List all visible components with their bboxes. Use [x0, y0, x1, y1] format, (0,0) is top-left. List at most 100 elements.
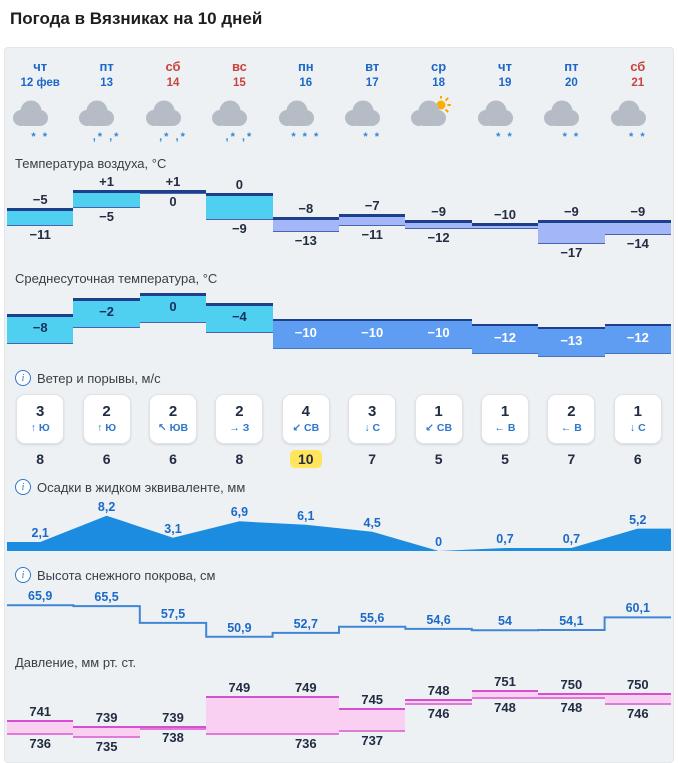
- precip-value-label: 2,1: [31, 525, 49, 540]
- pressure-min-label: [206, 737, 272, 751]
- precip-section: i Осадки в жидком эквиваленте, мм: [7, 469, 671, 499]
- weather-cell: * * *: [273, 92, 339, 146]
- precip-marks: * *: [496, 131, 514, 143]
- wind-column: 1 ← В 5: [472, 394, 538, 467]
- day-column-header[interactable]: чт 12 фев: [7, 54, 73, 92]
- wind-info-icon[interactable]: i: [15, 370, 31, 386]
- day-of-week: сб: [630, 59, 646, 74]
- precip-marks: ,* ,*: [92, 131, 121, 143]
- snow-value-label: 57,5: [160, 606, 186, 621]
- day-date: 20: [564, 77, 578, 89]
- snow-info-icon[interactable]: i: [15, 567, 31, 583]
- air-temp-min-label: −9: [231, 221, 247, 236]
- wind-direction: ← В: [560, 422, 582, 434]
- avg-temp-label: −10: [361, 325, 384, 340]
- avg-temp-bar: [405, 319, 472, 349]
- precip-value-label: 3,1: [164, 521, 182, 536]
- day-of-week: чт: [498, 59, 512, 74]
- wind-card: 1 ↓ С: [613, 394, 662, 444]
- wind-card: 2 ↖ ЮВ: [148, 394, 197, 444]
- pressure-max-label: 749: [228, 680, 251, 695]
- wind-section: i Ветер и порывы, м/с: [7, 360, 671, 390]
- air-temp-bar: [339, 214, 406, 226]
- precip-marks: ,* ,*: [225, 131, 254, 143]
- air-temp-bar: [139, 190, 207, 194]
- precip-value-label: 0,7: [562, 531, 581, 546]
- pressure-bar: [139, 726, 207, 730]
- sun-cloud-snow-icon: [405, 96, 471, 132]
- pressure-max-label: 745: [361, 692, 384, 707]
- wind-column: 1 ↙ СВ 5: [405, 394, 471, 467]
- pressure-max-label: 739: [95, 710, 118, 725]
- weather-cell: * *: [472, 92, 538, 146]
- precip-marks: * *: [31, 131, 49, 143]
- precip-area: [7, 515, 671, 551]
- pressure-min-label: 737: [361, 733, 384, 748]
- pressure-bar: [405, 699, 472, 705]
- avg-temp-chart: −8 −2 0 −4 −10 −10 −10 −12 −13 −12: [7, 290, 671, 360]
- day-column-header[interactable]: вс 15: [206, 54, 272, 92]
- wind-direction: ↓ С: [629, 422, 646, 434]
- day-date: 13: [100, 77, 113, 89]
- weather-cell: * *: [339, 92, 405, 146]
- day-column-header[interactable]: пн 16: [273, 54, 339, 92]
- day-column-header[interactable]: сб 21: [605, 54, 671, 92]
- avg-temp-bar: [538, 326, 605, 357]
- weather-cell: ,* ,*: [73, 92, 139, 146]
- wind-gust: 10: [290, 450, 322, 468]
- snow-value-label: 54: [498, 614, 512, 629]
- day-date: 12 фев: [20, 77, 60, 89]
- wind-gust: 6: [169, 451, 177, 467]
- precip-value-label: 6,1: [297, 508, 315, 523]
- air-temp-section: Температура воздуха, °C: [7, 146, 671, 175]
- avg-temp-label: −2: [99, 304, 114, 320]
- wind-gust: 7: [368, 451, 377, 467]
- precip-marks: [405, 132, 471, 146]
- day-column-header[interactable]: пт 20: [538, 54, 604, 92]
- pressure-min-label: 738: [162, 730, 184, 745]
- air-temp-bar: [272, 217, 339, 232]
- air-temp-min-label: −5: [99, 209, 114, 224]
- air-temp-max-label: −9: [563, 204, 579, 219]
- wind-card: 2 ← В: [547, 394, 596, 444]
- snow-value-label: 60,1: [625, 601, 650, 616]
- snow-step-line: [7, 604, 671, 638]
- wind-card: 3 ↑ Ю: [16, 394, 65, 444]
- avg-temp-bar: [139, 293, 207, 323]
- day-column-header[interactable]: вт 17: [339, 54, 405, 92]
- pressure-max-label: 748: [427, 683, 450, 698]
- air-temp-max-label: −5: [32, 192, 48, 207]
- precip-info-icon[interactable]: i: [15, 479, 31, 495]
- snow-value-label: 54,1: [559, 613, 584, 628]
- cloud-sleet-icon: [73, 96, 139, 132]
- pressure-min-label: 735: [95, 739, 118, 754]
- day-column-header[interactable]: чт 19: [472, 54, 538, 92]
- avg-temp-bar: [73, 298, 140, 329]
- pressure-label: Давление, мм рт. ст.: [15, 655, 137, 670]
- pressure-bar: [471, 690, 539, 699]
- day-date: 21: [631, 77, 645, 89]
- cloud-snow-icon: [273, 96, 339, 132]
- day-column-header[interactable]: сб 14: [140, 54, 206, 92]
- pressure-max-label: 739: [162, 710, 184, 725]
- day-date: 17: [365, 77, 379, 89]
- day-column-header[interactable]: пт 13: [73, 54, 139, 92]
- air-temp-min-label: [472, 231, 538, 245]
- day-column-header[interactable]: ср 18: [405, 54, 471, 92]
- day-of-week: пт: [564, 59, 579, 74]
- avg-temp-section: Среднесуточная температура, °C: [7, 261, 671, 290]
- cloud-snow-icon: [538, 96, 604, 132]
- weather-cell: ,* ,*: [140, 92, 206, 146]
- pressure-min-label: 746: [626, 706, 649, 721]
- snow-value-label: 65,9: [28, 589, 53, 604]
- weather-cell: * *: [7, 92, 73, 146]
- wind-speed: 2: [102, 403, 111, 420]
- air-temp-label: Температура воздуха, °C: [15, 156, 167, 171]
- day-of-week: пн: [297, 59, 314, 74]
- day-of-week: ср: [431, 59, 447, 74]
- day-of-week: вт: [365, 59, 380, 74]
- wind-card: 2 ↑ Ю: [82, 394, 131, 444]
- wind-card: 3 ↓ С: [348, 394, 397, 444]
- air-temp-min-label: −17: [560, 245, 583, 260]
- wind-gust: 5: [501, 451, 509, 467]
